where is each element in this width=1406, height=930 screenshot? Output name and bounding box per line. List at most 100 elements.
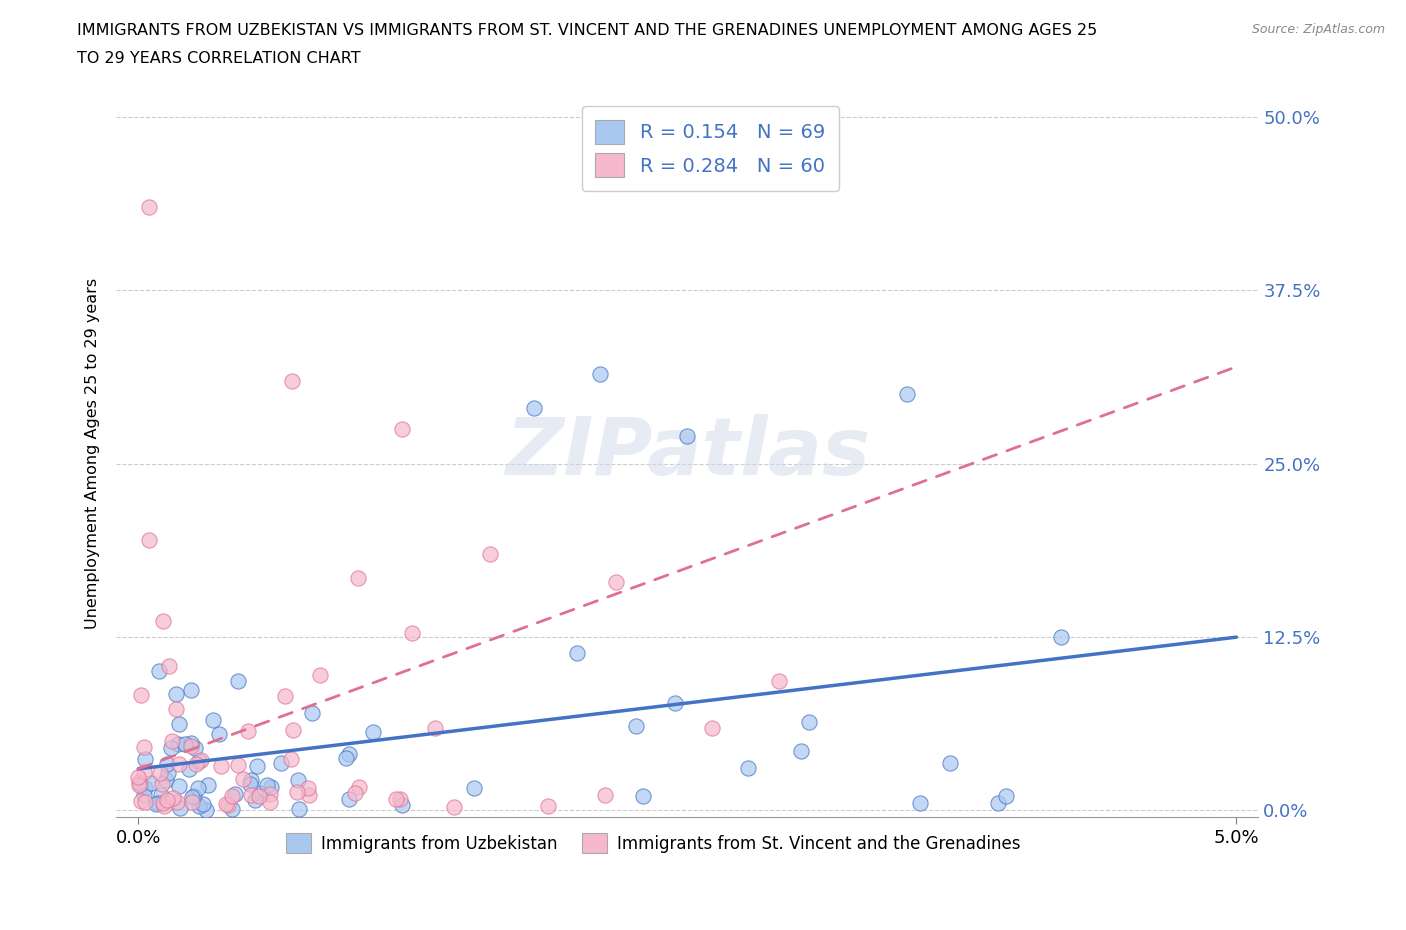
Point [676,429,699,444]
Point [134,795,156,810]
Point [664,695,686,710]
Point [166,794,188,809]
Point [153,799,176,814]
Point [149,765,172,780]
Point [790,743,813,758]
Point [167,756,190,771]
Point [157,765,180,780]
Point [180,683,202,698]
Point [188,753,211,768]
Point [226,673,249,688]
Point [165,701,187,716]
Point [309,668,332,683]
Point [463,781,485,796]
Point [298,788,321,803]
Point [391,797,413,812]
Point [908,795,931,810]
Point [193,797,215,812]
Point [994,789,1017,804]
Point [129,777,152,791]
Point [593,788,616,803]
Point [150,777,173,791]
Point [214,797,236,812]
Point [184,741,207,756]
Point [217,797,239,812]
Point [152,614,174,629]
Point [523,401,546,416]
Point [232,771,254,786]
Point [183,788,205,803]
Point [148,795,170,810]
Text: Source: ZipAtlas.com: Source: ZipAtlas.com [1251,23,1385,36]
Point [274,689,297,704]
Point [167,778,190,793]
Point [260,780,283,795]
Point [162,790,184,805]
Point [195,803,218,817]
Point [197,777,219,792]
Point [401,626,423,641]
Point [240,772,263,787]
Point [938,755,960,770]
Legend: Immigrants from Uzbekistan, Immigrants from St. Vincent and the Grenadines: Immigrants from Uzbekistan, Immigrants f… [278,827,1028,860]
Point [160,740,183,755]
Point [169,801,191,816]
Point [208,726,231,741]
Point [145,796,167,811]
Point [363,724,385,739]
Point [132,739,155,754]
Point [184,757,207,772]
Point [131,794,153,809]
Point [127,769,149,784]
Point [156,792,179,807]
Point [167,737,190,751]
Point [174,737,197,751]
Point [166,686,188,701]
Text: TO 29 YEARS CORRELATION CHART: TO 29 YEARS CORRELATION CHART [77,51,361,66]
Point [152,795,174,810]
Point [134,751,156,766]
Point [177,761,200,776]
Point [226,758,249,773]
Point [987,795,1010,810]
Point [239,788,262,803]
Point [188,799,211,814]
Point [478,547,501,562]
Point [139,776,162,790]
Point [270,755,292,770]
Point [236,724,259,738]
Point [631,789,654,804]
Point [737,761,759,776]
Y-axis label: Unemployment Among Ages 25 to 29 years: Unemployment Among Ages 25 to 29 years [86,278,100,629]
Point [388,791,411,806]
Point [280,751,302,766]
Point [167,716,190,731]
Point [148,664,170,679]
Point [201,712,224,727]
Point [186,781,208,796]
Point [239,777,262,791]
Point [768,673,790,688]
Point [155,772,177,787]
Point [150,788,173,803]
Text: IMMIGRANTS FROM UZBEKISTAN VS IMMIGRANTS FROM ST. VINCENT AND THE GRENADINES UNE: IMMIGRANTS FROM UZBEKISTAN VS IMMIGRANTS… [77,23,1098,38]
Point [443,799,465,814]
Point [134,780,156,795]
Point [605,574,627,589]
Point [287,772,309,787]
Point [221,788,243,803]
Point [288,801,311,816]
Point [180,736,202,751]
Point [588,366,610,381]
Point [190,753,212,768]
Point [157,658,180,673]
Point [339,791,361,806]
Point [129,688,152,703]
Point [128,774,150,789]
Point [567,645,589,660]
Point [537,798,560,813]
Point [221,802,243,817]
Point [624,719,647,734]
Point [247,789,270,804]
Point [297,780,319,795]
